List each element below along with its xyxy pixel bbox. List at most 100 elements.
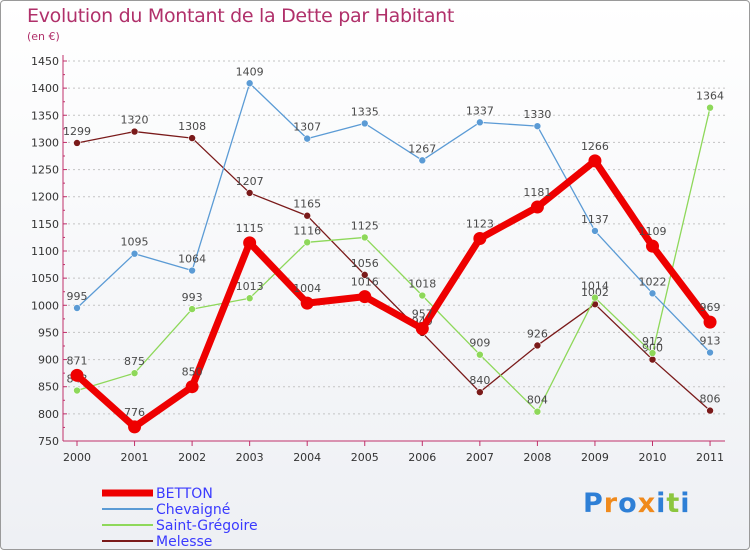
data-point — [300, 296, 314, 310]
data-point — [648, 355, 657, 364]
series-line-Melesse — [76, 130, 711, 412]
data-point — [358, 290, 372, 304]
data-point — [188, 266, 196, 275]
x-tick-label: 2011 — [696, 451, 724, 464]
data-point — [73, 386, 81, 395]
data-point — [533, 122, 542, 130]
data-label: 912 — [642, 335, 663, 348]
data-label: 1207 — [236, 175, 264, 188]
x-tick-label: 2006 — [408, 451, 436, 464]
legend-label: Chevaigné — [156, 502, 230, 518]
data-point — [476, 388, 484, 396]
data-label: 1307 — [293, 121, 321, 134]
data-point — [648, 349, 657, 357]
data-point — [303, 238, 312, 247]
data-point — [70, 368, 84, 382]
data-label: 1364 — [696, 90, 724, 103]
x-tick-label: 2009 — [581, 451, 609, 464]
data-label: 1115 — [236, 222, 264, 235]
data-label: 840 — [469, 374, 490, 387]
data-point — [188, 134, 196, 142]
data-label: 1014 — [581, 280, 609, 293]
data-label: 995 — [67, 290, 88, 303]
data-label: 1320 — [121, 114, 149, 127]
data-label: 993 — [182, 291, 203, 304]
data-label: 1308 — [178, 120, 206, 133]
data-point — [360, 233, 369, 242]
data-label: 776 — [124, 406, 145, 419]
data-label: 1056 — [351, 257, 379, 270]
data-point — [706, 348, 714, 357]
data-point — [130, 369, 139, 377]
data-label: 1165 — [293, 198, 321, 211]
data-point — [646, 239, 659, 253]
data-label: 875 — [124, 355, 145, 368]
x-tick-label: 2010 — [639, 451, 667, 464]
y-tick-label: 1250 — [31, 164, 59, 177]
data-label: 969 — [700, 301, 721, 314]
data-label: 1299 — [63, 125, 91, 138]
y-tick-label: 850 — [38, 381, 59, 394]
data-point — [476, 350, 484, 359]
legend-label: BETTON — [156, 486, 213, 502]
data-label: 1335 — [351, 105, 379, 118]
data-point — [245, 189, 254, 197]
y-tick-label: 1000 — [31, 299, 59, 312]
data-label: 804 — [527, 394, 548, 407]
data-point — [130, 127, 139, 136]
y-tick-label: 800 — [38, 408, 59, 421]
y-tick-label: 950 — [38, 326, 59, 339]
x-tick-label: 2002 — [178, 451, 206, 464]
data-label: 909 — [469, 337, 490, 350]
series-line-Saint-Grégoire — [76, 107, 711, 413]
x-tick-label: 2003 — [236, 451, 264, 464]
data-label: 1337 — [466, 104, 494, 117]
data-label: 1018 — [408, 278, 436, 291]
data-label: 1267 — [408, 142, 436, 155]
y-tick-label: 1050 — [31, 272, 59, 285]
data-point — [128, 420, 142, 434]
data-label: 1409 — [236, 65, 264, 78]
data-label: 1123 — [466, 218, 494, 231]
data-point — [706, 103, 714, 112]
x-tick-label: 2004 — [293, 451, 321, 464]
chart-title: Evolution du Montant de la Dette par Hab… — [27, 5, 455, 27]
data-label: 1013 — [236, 280, 264, 293]
x-tick-label: 2000 — [63, 451, 91, 464]
series-line-BETTON — [73, 157, 714, 431]
data-label: 1137 — [581, 213, 609, 226]
x-tick-label: 2007 — [466, 451, 494, 464]
logo-letter: t — [666, 488, 681, 519]
x-tick-label: 2008 — [523, 451, 551, 464]
data-point — [243, 236, 257, 250]
data-label: 957 — [412, 308, 433, 321]
logo-letter: P — [583, 488, 604, 519]
data-label: 850 — [182, 366, 203, 379]
data-point — [648, 289, 657, 298]
data-point — [245, 294, 254, 303]
data-label: 926 — [527, 327, 548, 340]
data-point — [245, 79, 254, 88]
logo-letter: r — [603, 488, 619, 519]
y-tick-label: 900 — [38, 354, 59, 367]
data-point — [473, 232, 487, 246]
legend-label: Saint-Grégoire — [156, 518, 258, 534]
data-point — [591, 293, 599, 302]
data-point — [185, 380, 199, 394]
data-label: 1016 — [351, 276, 379, 289]
data-point — [303, 134, 312, 143]
y-tick-label: 1300 — [31, 136, 59, 149]
y-tick-label: 1450 — [31, 55, 59, 68]
data-label: 1330 — [523, 108, 551, 121]
data-label: 1266 — [581, 140, 609, 153]
data-point — [588, 154, 602, 168]
data-point — [303, 211, 312, 220]
y-tick-label: 1400 — [31, 82, 59, 95]
data-point — [415, 322, 429, 336]
y-tick-label: 1350 — [31, 109, 59, 122]
data-point — [418, 291, 427, 300]
chart-subtitle: (en €) — [27, 30, 60, 43]
logo-letter: o — [618, 488, 638, 519]
